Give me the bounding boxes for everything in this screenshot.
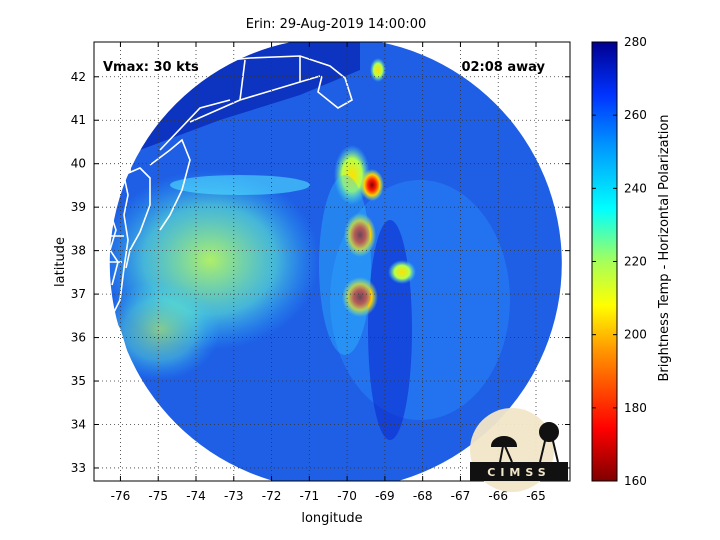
x-tick-label: -72 xyxy=(262,489,282,503)
cold-cloud-east xyxy=(388,260,416,284)
colorbar-ticks: 160 180 200 220 240 260 280 xyxy=(592,35,647,488)
y-axis-label: latitude xyxy=(53,237,68,287)
cold-cloud-north-east xyxy=(360,169,384,201)
figure-title: Erin: 29-Aug-2019 14:00:00 xyxy=(246,17,427,32)
y-tick-label: 41 xyxy=(71,113,86,127)
colorbar-tick-label: 260 xyxy=(624,108,647,122)
y-tick-label: 39 xyxy=(71,200,86,214)
cloud-band-west xyxy=(319,175,371,355)
coastline xyxy=(94,55,353,383)
coastline-delmarva xyxy=(125,167,151,269)
x-tick-label: -71 xyxy=(300,489,320,503)
colorbar-tick-label: 280 xyxy=(624,35,647,49)
x-tick-label: -65 xyxy=(526,489,546,503)
y-tick-label: 38 xyxy=(71,244,86,258)
x-axis-label: longitude xyxy=(301,511,362,526)
y-axis-ticks: 33 34 35 36 37 38 39 40 41 42 xyxy=(71,70,570,475)
coastline-mainland xyxy=(94,171,129,383)
y-tick-label: 37 xyxy=(71,287,86,301)
axes-frame xyxy=(93,41,571,482)
coastline-newengland xyxy=(209,55,353,109)
colorbar-label: Brightness Temp - Horizontal Polarizatio… xyxy=(657,114,672,381)
colorbar xyxy=(591,41,618,482)
colorbar-tick-label: 220 xyxy=(624,255,647,269)
cimss-logo-dish-icon xyxy=(490,436,518,463)
colorbar-tick-label: 180 xyxy=(624,401,647,415)
state-borders xyxy=(94,56,301,263)
x-tick-label: -70 xyxy=(337,489,357,503)
y-tick-label: 42 xyxy=(71,70,86,84)
y-tick-label: 35 xyxy=(71,374,86,388)
vmax-annotation: Vmax: 30 kts xyxy=(103,60,199,75)
cimss-logo-tower-icon xyxy=(539,422,560,463)
x-tick-label: -66 xyxy=(488,489,508,503)
cold-core-main xyxy=(344,213,376,257)
y-tick-label: 33 xyxy=(71,461,86,475)
cimss-logo: CIMSS xyxy=(470,408,568,492)
cyan-streak xyxy=(170,175,310,195)
x-tick-label: -74 xyxy=(186,489,206,503)
coastal-warm-region-south xyxy=(109,280,220,380)
cold-core-south xyxy=(342,277,378,317)
x-tick-label: -67 xyxy=(451,489,471,503)
y-tick-label: 34 xyxy=(71,417,86,431)
x-tick-label: -75 xyxy=(148,489,168,503)
y-tick-label: 36 xyxy=(71,331,86,345)
x-axis-ticks: -76 -75 -74 -73 -72 -71 -70 -69 -68 -67 -66 -65 xyxy=(111,42,546,503)
y-tick-label: 40 xyxy=(71,157,86,171)
x-tick-label: -69 xyxy=(375,489,395,503)
x-tick-label: -76 xyxy=(111,489,131,503)
x-tick-label: -73 xyxy=(224,489,244,503)
coastline-longisland xyxy=(189,75,321,123)
deep-blue-track xyxy=(368,220,412,440)
colorbar-tick-label: 200 xyxy=(624,328,647,342)
colorbar-tick-label: 240 xyxy=(624,181,647,195)
cimss-logo-banner xyxy=(470,462,568,481)
cold-cloud-far-north xyxy=(370,58,386,82)
colorbar-tick-label: 160 xyxy=(624,474,647,488)
x-tick-label: -68 xyxy=(413,489,433,503)
cimss-logo-text: CIMSS xyxy=(487,466,550,479)
coastline-nj xyxy=(149,138,191,231)
brightness-temp-swath xyxy=(109,42,562,481)
time-away-annotation: 02:08 away xyxy=(461,60,545,75)
coastline-chesapeake xyxy=(107,205,119,286)
